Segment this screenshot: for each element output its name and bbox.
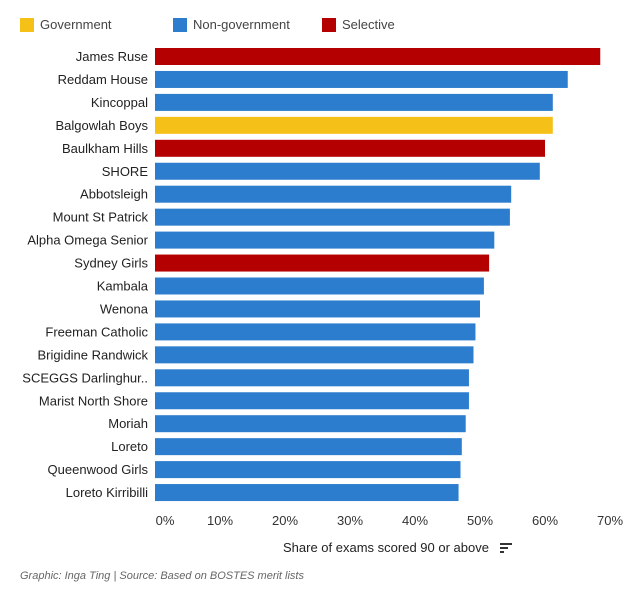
x-tick-label-3: 30% [337, 513, 363, 528]
bar-baulkham-hills[interactable] [155, 139, 545, 157]
legend-item-selective[interactable]: Selective [322, 17, 395, 32]
category-label-mount-st-patrick: Mount St Patrick [53, 210, 149, 225]
bar-wenona[interactable] [155, 300, 480, 318]
bar-kambala[interactable] [155, 277, 484, 295]
bar-alpha-omega-senior[interactable] [155, 231, 495, 249]
bar-james-ruse[interactable] [155, 48, 601, 65]
bar-reddam-house[interactable] [155, 70, 568, 88]
bar-moriah[interactable] [155, 415, 466, 433]
x-tick-label-5: 50% [467, 513, 493, 528]
category-label-sceggs-darlinghur: SCEGGS Darlinghur.. [22, 370, 148, 385]
category-label-brigidine-randwick: Brigidine Randwick [37, 347, 148, 362]
category-label-reddam-house: Reddam House [58, 72, 148, 87]
legend-item-non-government[interactable]: Non-government [173, 17, 290, 32]
bar-balgowlah-boys[interactable] [155, 116, 553, 134]
legend-label-selective: Selective [342, 17, 395, 32]
bar-brigidine-randwick[interactable] [155, 346, 474, 364]
bar-shore[interactable] [155, 162, 540, 180]
x-tick-label-6: 60% [532, 513, 558, 528]
source-credit: Graphic: Inga Ting | Source: Based on BO… [20, 570, 304, 582]
legend-label-non-government: Non-government [193, 17, 290, 32]
bar-loreto-kirribilli[interactable] [155, 484, 459, 502]
category-label-wenona: Wenona [100, 301, 149, 316]
x-tick-label-4: 40% [402, 513, 428, 528]
legend-swatch-government [20, 17, 34, 32]
bar-freeman-catholic[interactable] [155, 323, 476, 341]
category-label-loreto-kirribilli: Loreto Kirribilli [66, 485, 148, 500]
x-tick-label-1: 10% [207, 513, 233, 528]
category-label-loreto: Loreto [111, 439, 148, 454]
category-label-james-ruse: James Ruse [76, 49, 148, 64]
bar-queenwood-girls[interactable] [155, 461, 461, 479]
bar-sydney-girls[interactable] [155, 254, 490, 272]
x-tick-label-2: 20% [272, 513, 298, 528]
category-label-alpha-omega-senior: Alpha Omega Senior [27, 233, 148, 248]
category-label-freeman-catholic: Freeman Catholic [45, 324, 148, 339]
legend-item-government[interactable]: Government [20, 17, 112, 32]
bar-mount-st-patrick[interactable] [155, 208, 510, 226]
legend: Government Non-government Selective [20, 17, 620, 35]
legend-swatch-non-government [173, 17, 187, 32]
category-label-kincoppal: Kincoppal [91, 95, 148, 110]
legend-swatch-selective [322, 17, 336, 32]
bar-sceggs-darlinghur[interactable] [155, 369, 469, 387]
x-axis-title: Share of exams scored 90 or above [283, 540, 489, 555]
bar-marist-north-shore[interactable] [155, 392, 469, 410]
x-tick-label-7: 70% [597, 513, 623, 528]
category-label-abbotsleigh: Abbotsleigh [80, 187, 148, 202]
category-label-baulkham-hills: Baulkham Hills [62, 141, 148, 156]
category-label-moriah: Moriah [108, 416, 148, 431]
category-label-queenwood-girls: Queenwood Girls [48, 462, 149, 477]
category-label-balgowlah-boys: Balgowlah Boys [56, 118, 149, 133]
bar-loreto[interactable] [155, 438, 462, 456]
bar-abbotsleigh[interactable] [155, 185, 512, 203]
bar-kincoppal[interactable] [155, 93, 553, 111]
category-label-kambala: Kambala [97, 279, 149, 294]
category-label-shore: SHORE [102, 164, 149, 179]
legend-label-government: Government [40, 17, 112, 32]
x-tick-label-0: 0% [156, 513, 175, 528]
category-label-marist-north-shore: Marist North Shore [39, 393, 148, 408]
bar-chart: James Ruse Reddam House Kincoppal Balgowlah… [22, 48, 623, 528]
sort-descending-icon[interactable] [500, 543, 512, 553]
category-label-sydney-girls: Sydney Girls [74, 256, 148, 271]
